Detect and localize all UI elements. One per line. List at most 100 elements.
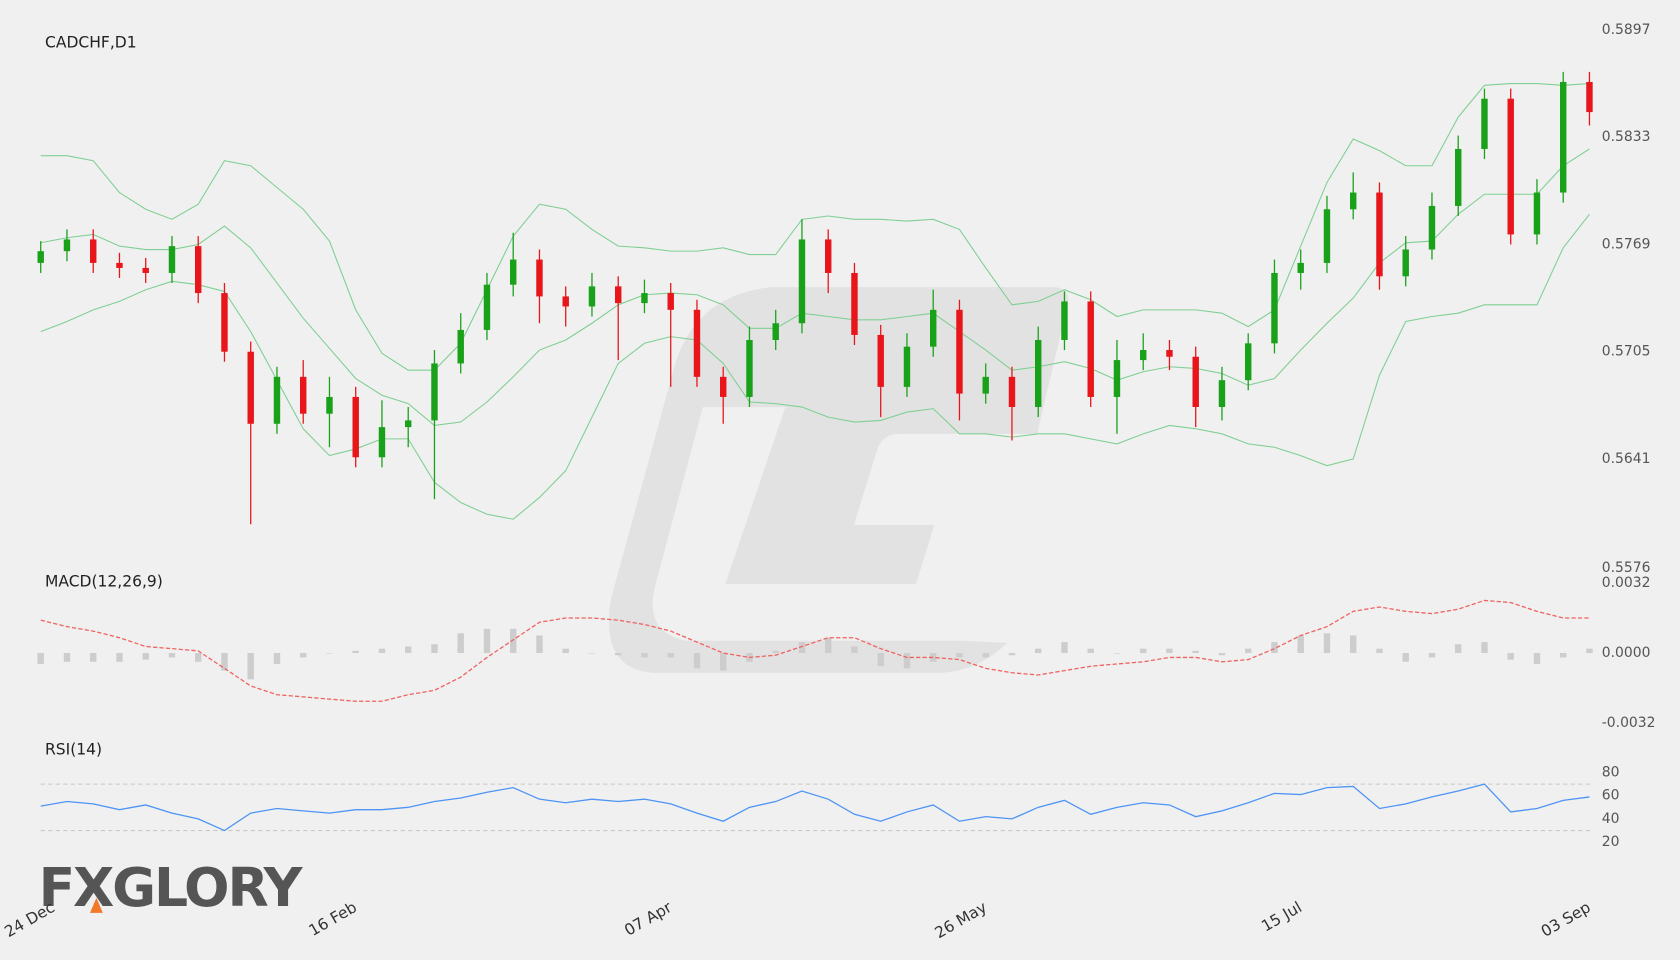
candle-body bbox=[431, 363, 438, 421]
candle-body bbox=[693, 309, 701, 377]
histogram-bar bbox=[1140, 648, 1147, 654]
candle-body bbox=[510, 259, 517, 285]
histogram-bar bbox=[720, 653, 727, 671]
histogram-bar bbox=[1035, 648, 1042, 654]
candle-body bbox=[588, 286, 596, 307]
candle-body bbox=[1323, 209, 1331, 263]
candle-body bbox=[483, 284, 491, 330]
candle-body bbox=[37, 251, 44, 263]
middle-band bbox=[40, 148, 1590, 427]
histogram-bar bbox=[930, 653, 937, 662]
logo-text: FXGLORY bbox=[39, 856, 304, 919]
candle-body bbox=[1350, 192, 1357, 210]
histogram-bar bbox=[195, 653, 202, 662]
histogram-bar bbox=[825, 637, 832, 654]
histogram-bar bbox=[1061, 642, 1068, 654]
y-tick-label: 0.0032 bbox=[1602, 575, 1651, 591]
histogram-bar bbox=[1428, 653, 1436, 658]
histogram-bar bbox=[483, 628, 491, 654]
histogram-bar bbox=[588, 653, 596, 654]
histogram-bar bbox=[877, 653, 884, 667]
y-tick-label: 60 bbox=[1602, 788, 1620, 804]
candle-body bbox=[772, 323, 779, 340]
candle-body bbox=[63, 239, 71, 252]
candle-body bbox=[273, 376, 281, 424]
y-tick-label: 40 bbox=[1602, 811, 1620, 827]
candle-body bbox=[903, 346, 911, 387]
macd-title: MACD(12,26,9) bbox=[45, 572, 163, 590]
y-tick-label: 20 bbox=[1602, 834, 1620, 850]
y-tick-label: 0.5833 bbox=[1602, 129, 1651, 145]
y-tick-label: 0.5641 bbox=[1602, 451, 1651, 467]
histogram-bar bbox=[63, 653, 71, 662]
histogram-bar bbox=[1297, 635, 1304, 654]
histogram-bar bbox=[457, 633, 464, 654]
candle-body bbox=[1140, 350, 1147, 361]
histogram-bar bbox=[352, 650, 359, 654]
candle-body bbox=[1061, 301, 1068, 340]
histogram-bar bbox=[142, 653, 149, 660]
upper-band bbox=[40, 83, 1590, 371]
candle-body bbox=[168, 246, 176, 273]
histogram-bar bbox=[378, 648, 386, 654]
histogram-bar bbox=[772, 650, 779, 654]
macd-line bbox=[40, 599, 1590, 702]
price-title: CADCHF,D1 bbox=[45, 33, 137, 51]
candle-body bbox=[746, 339, 753, 397]
histogram-bar bbox=[1507, 653, 1514, 660]
candle-body bbox=[1455, 148, 1462, 206]
histogram-bar bbox=[431, 644, 438, 654]
candle-body bbox=[562, 296, 569, 307]
candle-body bbox=[930, 309, 937, 347]
candle-body bbox=[641, 293, 648, 304]
histogram-bar bbox=[1402, 653, 1409, 662]
candle-body bbox=[1218, 380, 1226, 408]
candle-body bbox=[1271, 272, 1278, 344]
histogram-bar bbox=[851, 646, 858, 654]
histogram-bar bbox=[956, 653, 963, 658]
candle-body bbox=[90, 239, 97, 263]
histogram-bar bbox=[247, 653, 254, 680]
histogram-bar bbox=[326, 653, 333, 654]
candle-body bbox=[667, 293, 674, 310]
candle-body bbox=[1192, 356, 1199, 408]
histogram-bar bbox=[1008, 653, 1016, 656]
histogram-bar bbox=[641, 653, 648, 658]
rsi-line bbox=[40, 783, 1590, 832]
histogram-bar bbox=[1218, 653, 1226, 656]
histogram-bar bbox=[1586, 648, 1593, 654]
histogram-bar bbox=[798, 642, 806, 654]
candle-body bbox=[1087, 301, 1094, 397]
candle-body bbox=[982, 376, 989, 394]
candle-body bbox=[1560, 81, 1567, 193]
candle-body bbox=[536, 259, 543, 297]
candle-body bbox=[1481, 98, 1488, 149]
candle-body bbox=[378, 427, 386, 458]
histogram-bar bbox=[300, 653, 307, 658]
candle-body bbox=[851, 272, 858, 335]
candle-body bbox=[720, 376, 727, 397]
y-tick-label: 80 bbox=[1602, 765, 1620, 781]
y-tick-label: -0.0032 bbox=[1602, 715, 1656, 731]
candle-body bbox=[825, 239, 832, 273]
histogram-bar bbox=[1166, 648, 1173, 654]
histogram-bar bbox=[693, 653, 701, 669]
histogram-bar bbox=[510, 628, 517, 654]
candle-body bbox=[116, 262, 123, 268]
histogram-bar bbox=[405, 646, 412, 654]
candle-body bbox=[247, 351, 254, 424]
histogram-bar bbox=[982, 653, 989, 658]
candle-body bbox=[877, 334, 884, 387]
candle-body bbox=[1297, 262, 1304, 273]
histogram-bar bbox=[116, 653, 123, 662]
candle-body bbox=[1428, 205, 1436, 250]
histogram-bar bbox=[1455, 644, 1462, 654]
y-tick-label: 0.5769 bbox=[1602, 236, 1651, 252]
candle-body bbox=[1586, 81, 1593, 113]
candle-body bbox=[195, 246, 202, 294]
y-tick-label: 0.5705 bbox=[1602, 344, 1651, 360]
y-tick-label: 0.0000 bbox=[1602, 645, 1651, 661]
candle-body bbox=[798, 239, 806, 324]
histogram-bar bbox=[615, 653, 622, 656]
